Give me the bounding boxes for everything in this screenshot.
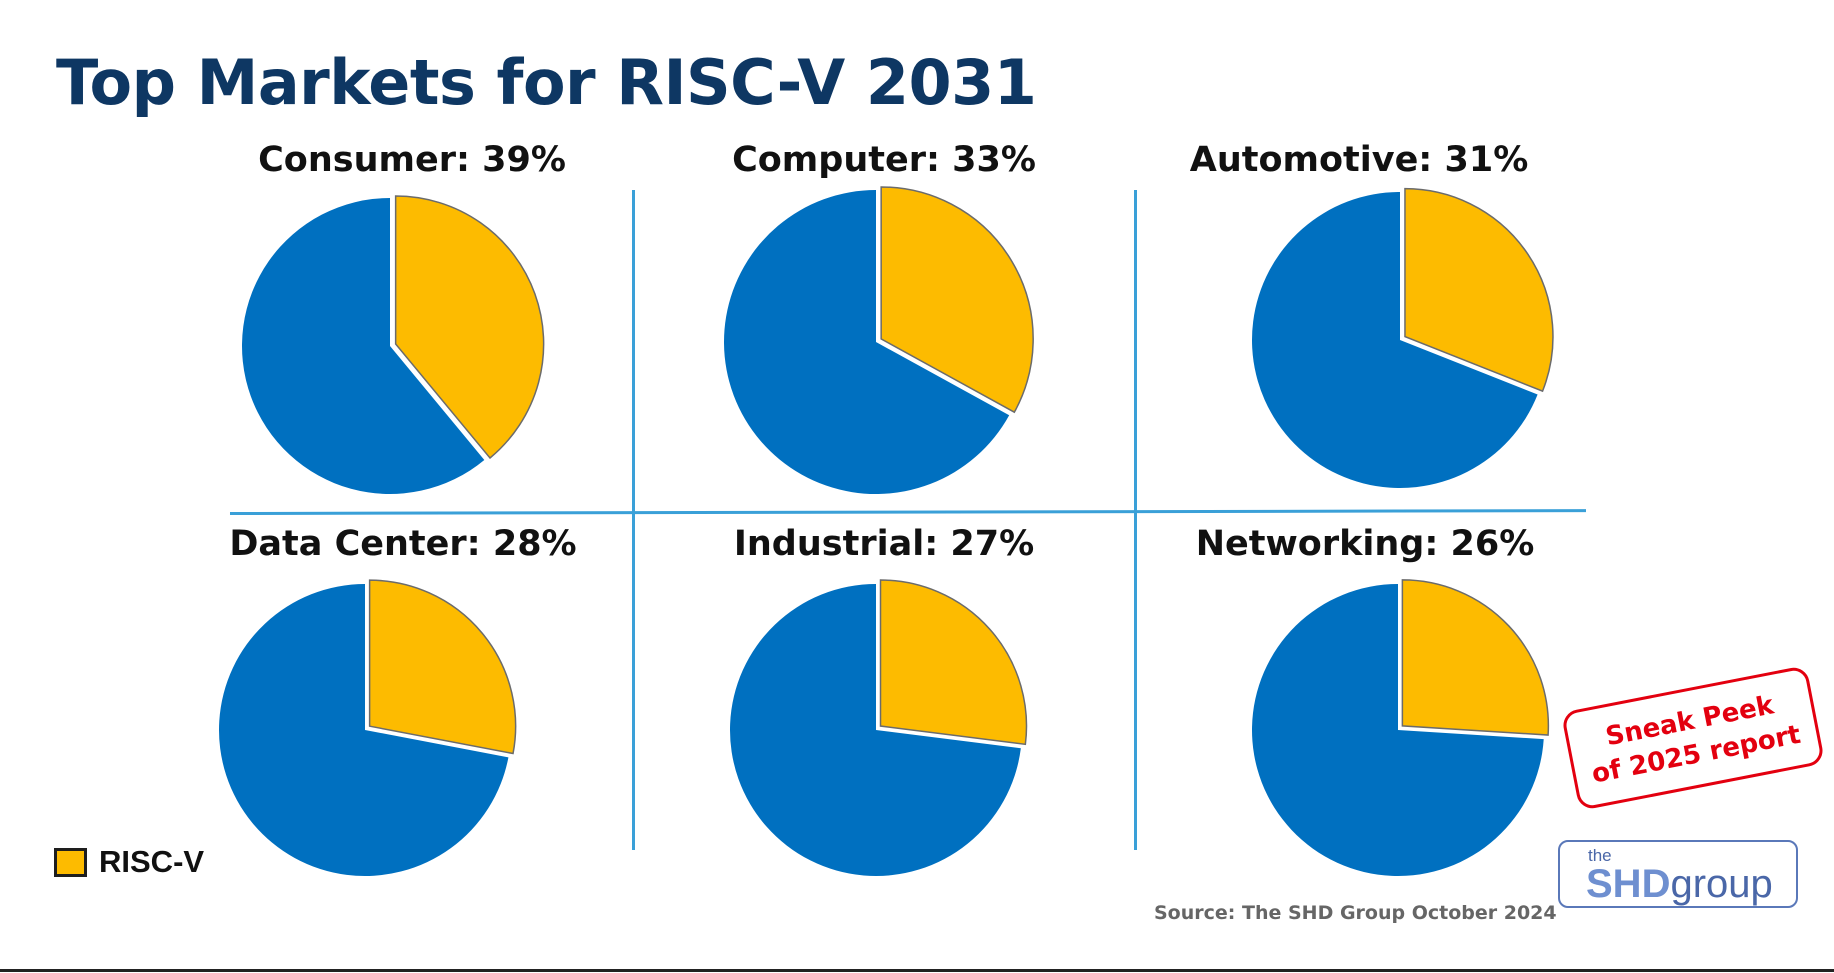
pie-slice-risc-v [394, 195, 545, 460]
page-title: Top Markets for RISC-V 2031 [56, 46, 1037, 119]
pie-chart-data-center [219, 579, 517, 876]
legend-label-risc-v: RISC-V [99, 844, 205, 879]
pie-chart-automotive [1252, 187, 1554, 488]
pie-slice-risc-v [1401, 579, 1550, 736]
pie-title-networking: Networking: 26% [1195, 524, 1535, 564]
pie-chart-industrial [730, 579, 1028, 876]
pie-slice-risc-v [879, 579, 1028, 746]
pie-slice-other [1252, 192, 1538, 488]
pie-title-data-center: Data Center: 28% [229, 524, 577, 564]
pie-slice-other [730, 584, 1021, 876]
pie-slice-risc-v [1404, 187, 1554, 393]
logo-wordmark: SHDgroup [1586, 862, 1773, 906]
legend: RISC-V [54, 844, 204, 880]
pie-slice-other [242, 198, 485, 494]
pie-slice-risc-v [880, 186, 1034, 414]
legend-swatch-risc-v [54, 847, 87, 877]
horizontal-divider [229, 509, 1587, 515]
pie-chart-networking [1252, 579, 1550, 876]
pie-chart-computer [724, 186, 1034, 494]
pie-slice-other [219, 584, 509, 876]
vertical-divider-left [632, 190, 635, 850]
pie-slice-risc-v [368, 579, 517, 755]
logo-the: the [1588, 846, 1612, 865]
bottom-rule [0, 969, 1834, 972]
logo-shd: SHD [1586, 862, 1671, 906]
pie-chart-consumer [242, 195, 545, 494]
shd-group-logo: the SHDgroup [1558, 840, 1798, 908]
pie-title-industrial: Industrial: 27% [733, 524, 1035, 564]
sneak-peek-stamp: Sneak Peek of 2025 report [1560, 665, 1826, 811]
pie-slice-other [1252, 584, 1544, 876]
source-note: Source: The SHD Group October 2024 [1154, 902, 1557, 924]
vertical-divider-right [1134, 190, 1137, 850]
pie-title-consumer: Consumer: 39% [258, 140, 566, 180]
pie-title-computer: Computer: 33% [732, 140, 1036, 180]
pie-title-automotive: Automotive: 31% [1189, 140, 1529, 180]
logo-group: group [1670, 862, 1773, 906]
pie-slice-other [724, 190, 1010, 494]
